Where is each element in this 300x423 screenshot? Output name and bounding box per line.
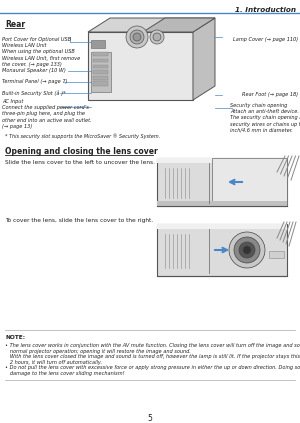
Text: damage to the lens cover sliding mechanism!: damage to the lens cover sliding mechani… xyxy=(5,371,124,376)
Circle shape xyxy=(243,246,251,254)
Circle shape xyxy=(239,242,255,258)
Text: 5: 5 xyxy=(148,414,152,423)
Bar xyxy=(93,81,108,86)
Text: Lamp Cover (→ page 110): Lamp Cover (→ page 110) xyxy=(233,37,298,42)
Text: Rear: Rear xyxy=(5,20,25,29)
Text: normal projector operation; opening it will restore the image and sound.: normal projector operation; opening it w… xyxy=(5,349,191,354)
Bar xyxy=(91,40,105,48)
Text: AC Input
Connect the supplied power cord’s
three-pin plug here, and plug the
oth: AC Input Connect the supplied power cord… xyxy=(2,99,92,129)
FancyBboxPatch shape xyxy=(157,201,287,206)
Bar xyxy=(93,52,108,56)
Text: 1. Introduction: 1. Introduction xyxy=(235,7,296,13)
Circle shape xyxy=(229,232,265,268)
Text: Rear Foot (→ page 18): Rear Foot (→ page 18) xyxy=(242,92,298,97)
FancyBboxPatch shape xyxy=(88,32,193,100)
Text: With the lens cover closed the image and sound is turned off, however the lamp i: With the lens cover closed the image and… xyxy=(5,354,300,359)
Text: Security chain opening
Attach an anti-theft device.
The security chain opening a: Security chain opening Attach an anti-th… xyxy=(230,103,300,133)
Bar xyxy=(93,76,108,80)
FancyBboxPatch shape xyxy=(157,224,287,229)
FancyBboxPatch shape xyxy=(157,158,287,163)
Text: Built-in Security Slot (å )*: Built-in Security Slot (å )* xyxy=(2,90,66,96)
FancyBboxPatch shape xyxy=(157,224,287,276)
FancyBboxPatch shape xyxy=(91,52,111,92)
Circle shape xyxy=(234,237,260,263)
Polygon shape xyxy=(88,18,215,32)
FancyBboxPatch shape xyxy=(269,251,284,258)
Text: Opening and closing the lens cover: Opening and closing the lens cover xyxy=(5,147,158,156)
Bar xyxy=(93,59,108,62)
Text: NOTE:: NOTE: xyxy=(5,335,25,340)
FancyBboxPatch shape xyxy=(157,158,287,206)
Text: Slide the lens cover to the left to uncover the lens.: Slide the lens cover to the left to unco… xyxy=(5,160,155,165)
Text: Port Cover for Optional USB
Wireless LAN Unit
When using the optional USB
Wirele: Port Cover for Optional USB Wireless LAN… xyxy=(2,37,80,67)
Text: Terminal Panel (→ page 7): Terminal Panel (→ page 7) xyxy=(2,79,68,84)
Circle shape xyxy=(153,33,161,41)
Circle shape xyxy=(126,26,148,48)
FancyBboxPatch shape xyxy=(212,158,287,206)
Text: * This security slot supports the MicroSaver ® Security System.: * This security slot supports the MicroS… xyxy=(5,133,160,139)
Text: 2 hours, it will turn off automatically.: 2 hours, it will turn off automatically. xyxy=(5,360,102,365)
Text: Monaural Speaker (10 W): Monaural Speaker (10 W) xyxy=(2,68,66,73)
Bar xyxy=(93,70,108,74)
Bar xyxy=(93,65,108,68)
Circle shape xyxy=(130,30,144,44)
Polygon shape xyxy=(143,18,215,32)
Text: To cover the lens, slide the lens cover to the right.: To cover the lens, slide the lens cover … xyxy=(5,218,153,223)
Polygon shape xyxy=(193,18,215,100)
Circle shape xyxy=(133,33,141,41)
Text: • The lens cover works in conjunction with the AV mute function. Closing the len: • The lens cover works in conjunction wi… xyxy=(5,343,300,348)
Circle shape xyxy=(150,30,164,44)
Text: • Do not pull the lens cover with excessive force or apply strong pressure in ei: • Do not pull the lens cover with excess… xyxy=(5,365,300,370)
